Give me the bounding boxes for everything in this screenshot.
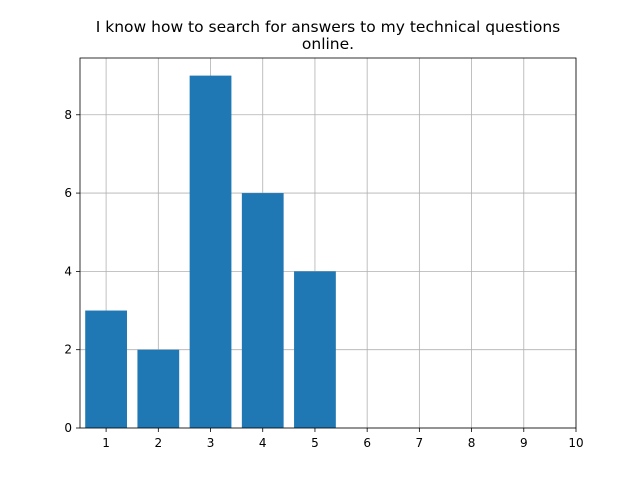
y-tick-label-0: 0 [64,421,72,435]
chart-title-line-2: online. [302,35,354,53]
x-tick-label-2: 2 [154,436,162,450]
chart-title: I know how to search for answers to my t… [96,18,561,53]
y-tick-label-8: 8 [64,108,72,122]
x-tick-label-1: 1 [102,436,110,450]
x-tick-label-5: 5 [311,436,319,450]
y-tick-label-4: 4 [64,264,72,278]
x-tick-label-8: 8 [468,436,476,450]
bar-5 [294,271,336,428]
axis-ticks: 1 2 3 4 5 6 7 8 9 10 0 2 4 6 8 [64,108,583,450]
y-tick-label-2: 2 [64,343,72,357]
chart-title-line-1: I know how to search for answers to my t… [96,18,561,36]
bars [85,75,336,428]
x-tick-label-10: 10 [568,436,583,450]
axes-frame [79,57,577,429]
x-tick-label-6: 6 [363,436,371,450]
x-tick-label-7: 7 [416,436,424,450]
x-tick-label-4: 4 [259,436,267,450]
bar-2 [137,349,180,428]
x-tick-label-3: 3 [207,436,215,450]
x-tick-label-9: 9 [520,436,528,450]
bar-3 [189,75,232,428]
y-tick-label-6: 6 [64,186,72,200]
bar-1 [85,310,127,428]
bar-4 [241,193,284,428]
